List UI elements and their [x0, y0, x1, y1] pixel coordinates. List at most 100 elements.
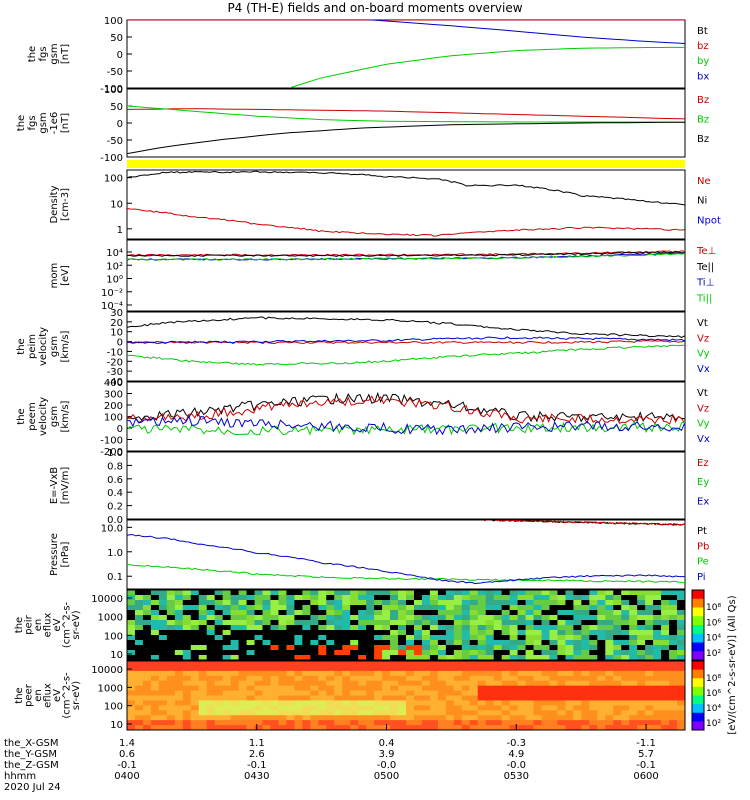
- peer-cell: [661, 685, 670, 692]
- peir-cell: [525, 605, 535, 611]
- peer-cell: [445, 685, 455, 692]
- peer-cell: [549, 710, 558, 716]
- peem-velocity-ytick-label: 200: [104, 401, 123, 412]
- peir-cell: [182, 620, 192, 626]
- peer-cell: [461, 715, 471, 721]
- peir-cell: [334, 610, 343, 616]
- peer-cell: [142, 670, 152, 677]
- peir-cell: [637, 630, 646, 636]
- fgs-ytick-label: -100: [100, 84, 123, 95]
- peer-cell: [541, 670, 550, 677]
- pressure-legend-1: Pb: [697, 541, 709, 552]
- peir-cell: [421, 590, 431, 596]
- peir-cell: [613, 590, 622, 596]
- mom-temp-ytick-label: 10⁻²: [101, 288, 123, 299]
- peer-cell: [501, 705, 511, 711]
- peir-cell: [429, 600, 439, 606]
- xtick-label: 0430: [244, 771, 269, 782]
- peir-cell: [158, 610, 168, 616]
- peir-cell: [525, 595, 535, 601]
- peir-cell: [174, 645, 184, 651]
- peir-cell: [198, 605, 208, 611]
- peir-cell: [477, 605, 487, 611]
- peer-cell: [517, 695, 527, 701]
- peer-cell: [366, 675, 375, 682]
- peer-cell: [429, 715, 439, 721]
- peir-cell: [661, 635, 670, 641]
- peir-cell: [318, 590, 327, 596]
- density-series-1: [127, 170, 685, 206]
- peer-cell: [557, 715, 566, 721]
- peir-cell: [366, 650, 375, 656]
- peer-cell: [342, 695, 351, 701]
- peer-cell: [597, 665, 606, 672]
- peer-cell: [398, 661, 407, 667]
- peir-cell: [477, 610, 487, 616]
- pressure-ylabel: [nPa]: [60, 541, 71, 567]
- peer-cell: [406, 700, 415, 706]
- peir-cell: [477, 635, 487, 641]
- peer-cell: [366, 705, 375, 711]
- peer-cell: [158, 675, 168, 682]
- peer-cell: [677, 665, 686, 672]
- peir-cell: [525, 655, 535, 661]
- peir-cell: [629, 650, 638, 656]
- peer-cell: [485, 700, 495, 706]
- peir-cell: [565, 590, 574, 596]
- peir-cell: [573, 610, 582, 616]
- peer-cell: [645, 720, 654, 726]
- peer-cell: [350, 685, 359, 692]
- peer-cell: [589, 670, 598, 677]
- peer-cell: [190, 665, 200, 672]
- peir-cell: [166, 620, 176, 626]
- peer-cell: [262, 715, 271, 721]
- peer-cell: [286, 705, 295, 711]
- peer-cell: [629, 715, 638, 721]
- peir-cell: [198, 615, 208, 621]
- xtick-label: -0.3: [507, 738, 527, 749]
- peir-cell: [613, 595, 622, 601]
- xtick-label: 0600: [633, 771, 658, 782]
- peir-cell: [246, 625, 256, 631]
- peir-cell: [318, 595, 327, 601]
- peir-ylabel: peir: [24, 614, 35, 634]
- peer-cell: [374, 695, 383, 701]
- peer-cell: [669, 715, 678, 721]
- mom-temp-ytick-label: 10⁴: [106, 248, 123, 259]
- peer-cell: [326, 675, 335, 682]
- peer-cell: [374, 710, 383, 716]
- peir-cell: [453, 640, 463, 646]
- peer-cell: [525, 700, 535, 706]
- peir-cell: [573, 605, 582, 611]
- peer-cell: [517, 725, 527, 731]
- peir-cell: [390, 620, 399, 626]
- peer-cell: [238, 680, 248, 687]
- peer-cell: [222, 665, 232, 672]
- peir-cell: [374, 645, 383, 651]
- peir-cell: [406, 635, 415, 641]
- peer-cell: [134, 661, 144, 667]
- fgs-series-2: [289, 46, 685, 88]
- peir-cell: [549, 605, 558, 611]
- peir-cell: [278, 595, 287, 601]
- peer-cell: [533, 695, 543, 701]
- peer-cell: [190, 705, 200, 711]
- peer-cell: [190, 695, 200, 701]
- peir-cell: [469, 635, 479, 641]
- peer-cell: [573, 720, 582, 726]
- peer-cell: [286, 680, 295, 687]
- peir-cell: [318, 645, 327, 651]
- peer-cell: [350, 695, 359, 701]
- peir-cell: [525, 635, 535, 641]
- peer-cell: [254, 670, 264, 677]
- peer-cell: [469, 695, 479, 701]
- peir-cell: [621, 590, 630, 596]
- peir-cell: [158, 625, 168, 631]
- peir-cell: [533, 610, 543, 616]
- peir-cell: [661, 650, 670, 656]
- peer-cell: [382, 705, 391, 711]
- peir-cell: [190, 630, 200, 636]
- peer-cell: [645, 661, 654, 667]
- peir-cell: [398, 655, 407, 661]
